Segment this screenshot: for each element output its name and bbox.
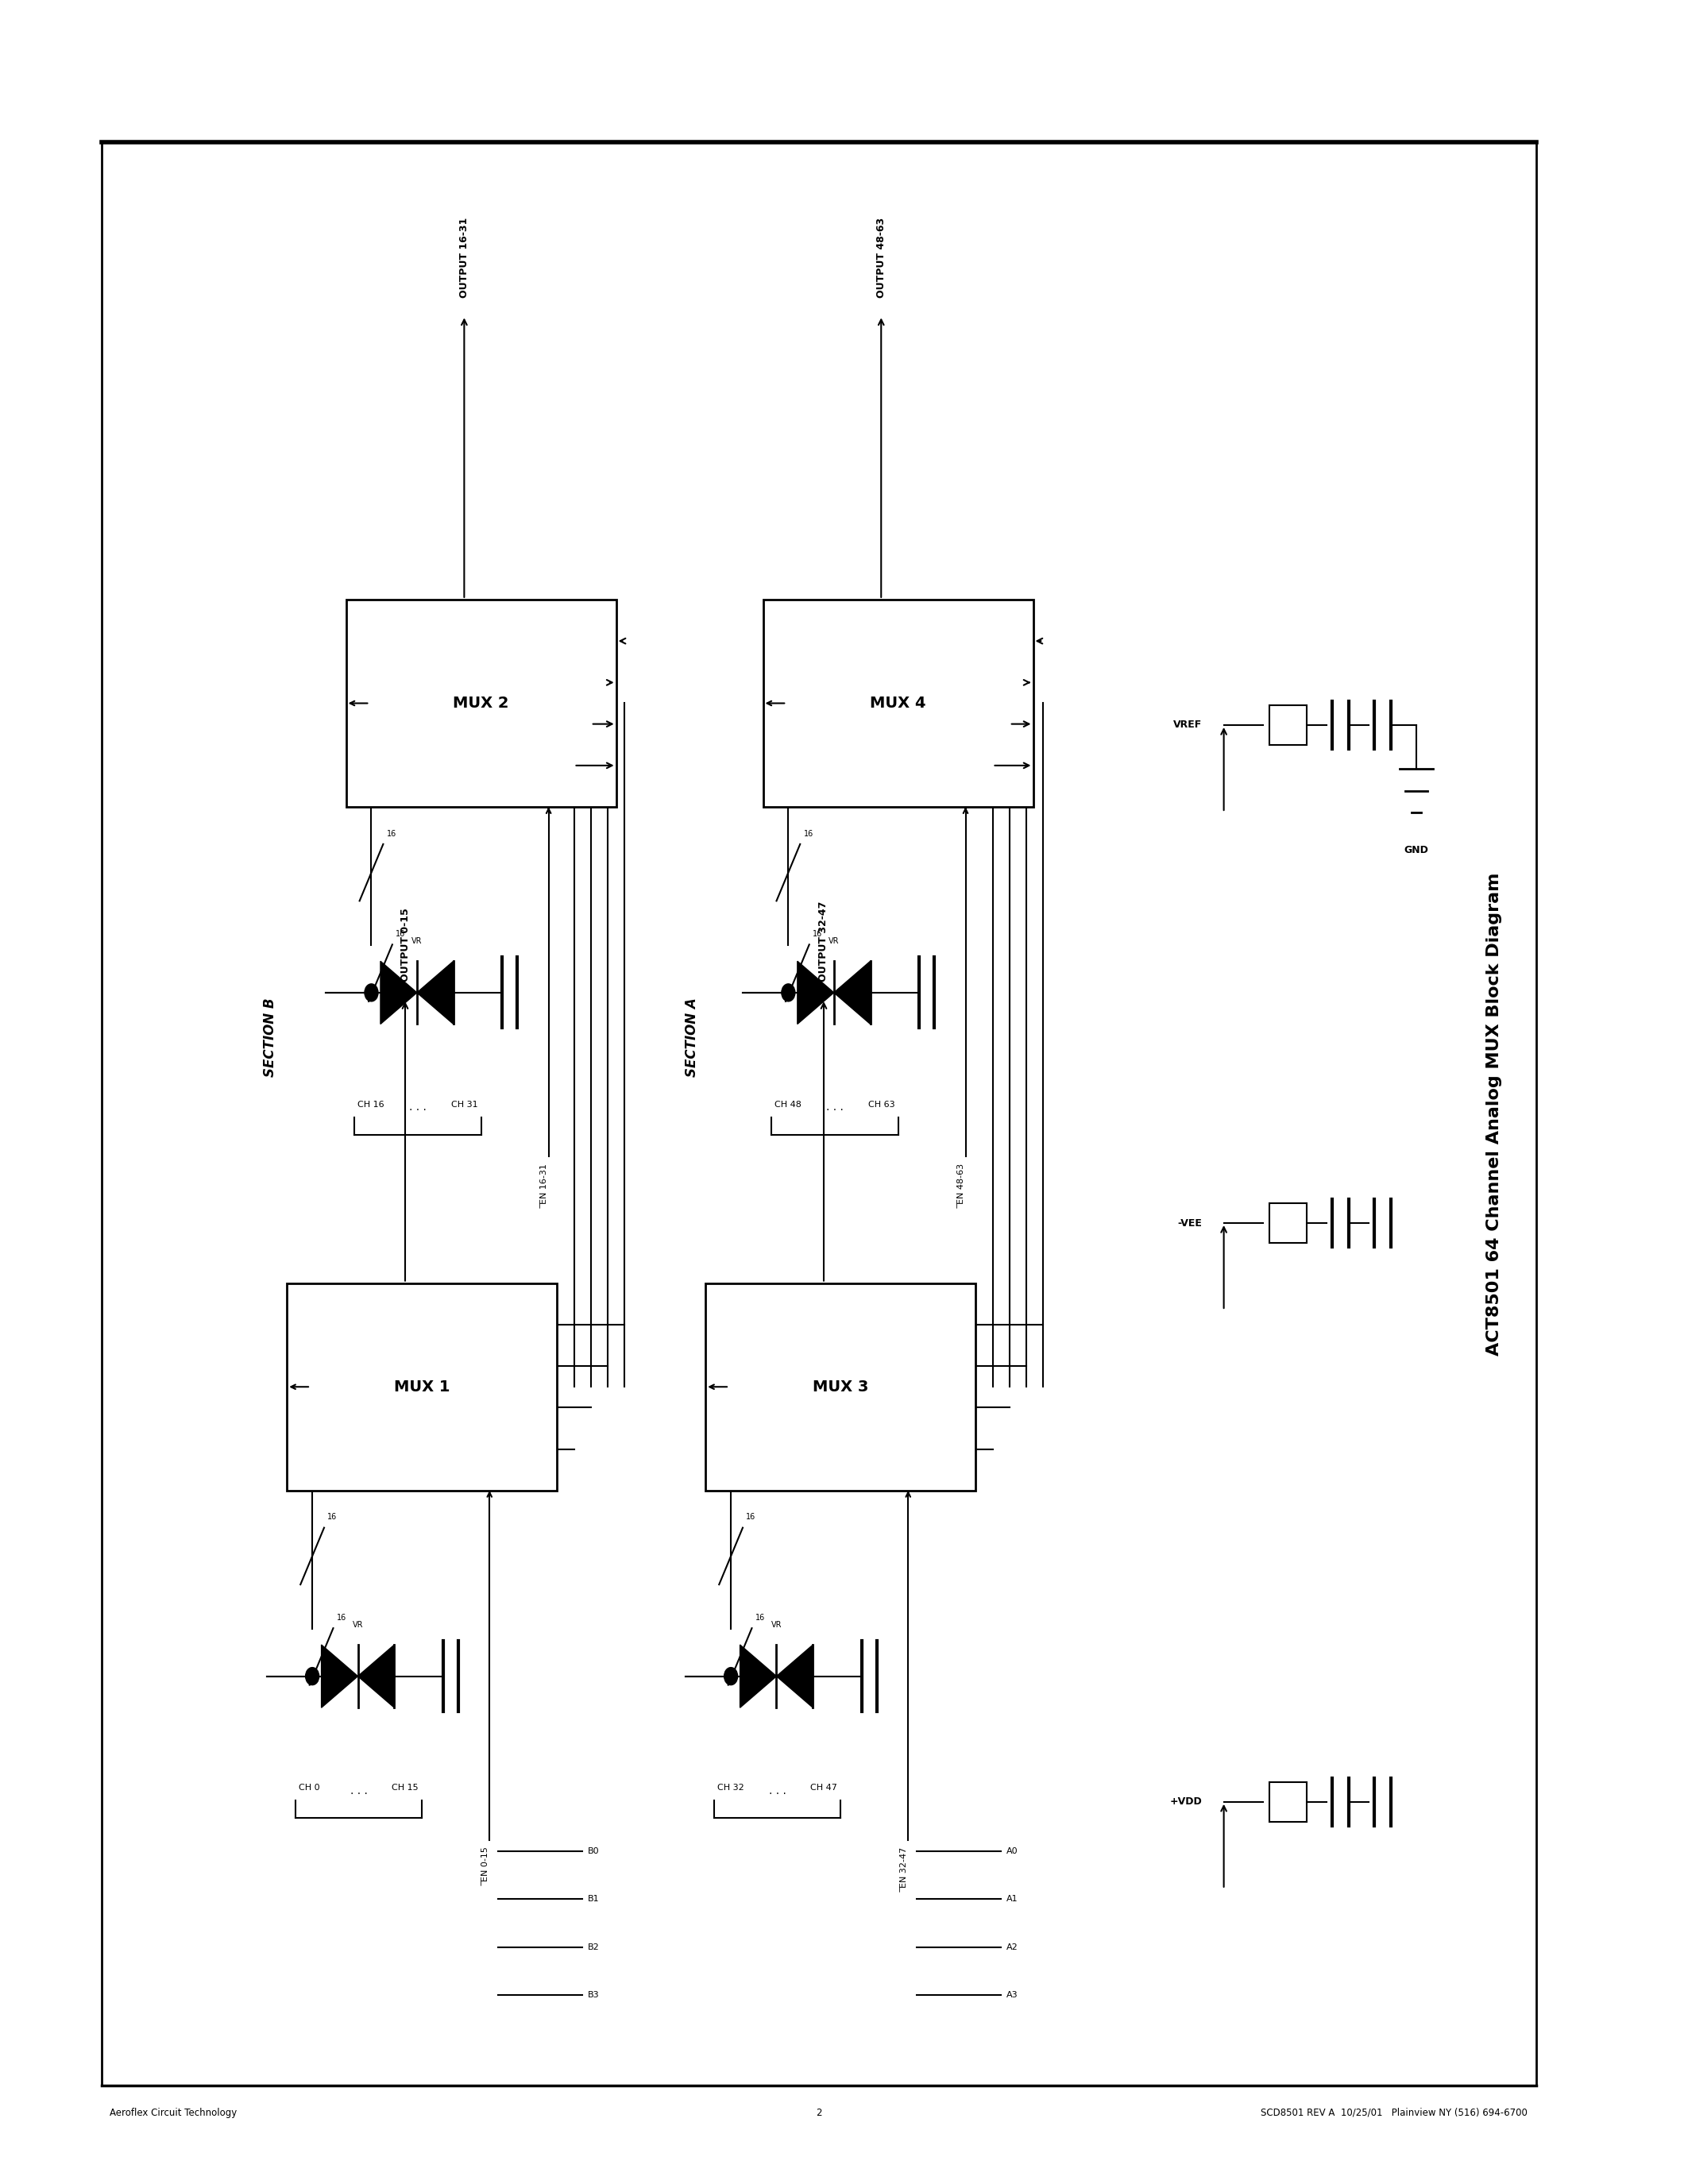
Polygon shape	[739, 1645, 776, 1708]
Bar	[346, 598, 616, 806]
Text: ̅EN 0-15: ̅EN 0-15	[486, 1852, 493, 1885]
Text: MUX 2: MUX 2	[452, 697, 510, 710]
Text: OUTPUT 16-31: OUTPUT 16-31	[459, 218, 469, 299]
Bar	[287, 1284, 557, 1489]
Circle shape	[365, 983, 378, 1000]
Text: GND: GND	[1404, 845, 1428, 856]
Text: A2: A2	[1006, 1944, 1018, 1950]
Polygon shape	[358, 1645, 395, 1708]
Bar	[1269, 1203, 1307, 1243]
Text: ̅EN 16-31: ̅EN 16-31	[545, 1166, 552, 1208]
Text: 16: 16	[336, 1614, 346, 1621]
Text: B0: B0	[587, 1848, 599, 1854]
Polygon shape	[417, 961, 454, 1024]
Text: CH 32: CH 32	[717, 1784, 744, 1791]
Text: CH 63: CH 63	[868, 1101, 895, 1107]
Text: 16: 16	[327, 1514, 338, 1520]
Text: 2: 2	[815, 2108, 822, 2118]
Text: SECTION A: SECTION A	[685, 998, 699, 1077]
Text: VREF: VREF	[1173, 721, 1202, 729]
Text: VR: VR	[829, 937, 839, 946]
Text: . . .: . . .	[768, 1784, 787, 1795]
Text: ̅EN 32-47: ̅EN 32-47	[905, 1852, 912, 1891]
Text: B3: B3	[587, 1992, 599, 1998]
Text: CH 15: CH 15	[392, 1784, 419, 1791]
Text: 16: 16	[803, 830, 814, 836]
Text: 16: 16	[395, 930, 405, 939]
Text: OUTPUT 0-15: OUTPUT 0-15	[400, 909, 410, 983]
Polygon shape	[380, 961, 417, 1024]
Bar	[101, 142, 1536, 2086]
Bar	[1269, 705, 1307, 745]
Circle shape	[782, 983, 795, 1000]
Text: 16: 16	[387, 830, 397, 836]
Bar	[706, 1284, 976, 1489]
Text: +VDD: +VDD	[1170, 1797, 1202, 1806]
Text: MUX 3: MUX 3	[812, 1380, 869, 1393]
Text: Aeroflex Circuit Technology: Aeroflex Circuit Technology	[110, 2108, 236, 2118]
Text: MUX 1: MUX 1	[393, 1380, 451, 1393]
Polygon shape	[797, 961, 834, 1024]
Text: A0: A0	[1006, 1848, 1018, 1854]
Circle shape	[306, 1669, 319, 1686]
Text: VR: VR	[353, 1621, 363, 1629]
Text: . . .: . . .	[349, 1784, 368, 1795]
Text: SCD8501 REV A  10/25/01   Plainview NY (516) 694-6700: SCD8501 REV A 10/25/01 Plainview NY (516…	[1261, 2108, 1528, 2118]
Text: MUX 4: MUX 4	[869, 697, 927, 710]
Text: CH 16: CH 16	[358, 1101, 385, 1107]
Text: A1: A1	[1006, 1896, 1018, 1902]
Text: . . .: . . .	[825, 1101, 844, 1112]
Text: 16: 16	[755, 1614, 765, 1621]
Text: CH 31: CH 31	[451, 1101, 478, 1107]
Text: OUTPUT 32-47: OUTPUT 32-47	[819, 902, 829, 983]
Text: B2: B2	[587, 1944, 599, 1950]
Bar	[763, 598, 1033, 806]
Polygon shape	[834, 961, 871, 1024]
Text: 16: 16	[746, 1514, 756, 1520]
Text: VR: VR	[412, 937, 422, 946]
Text: OUTPUT 48-63: OUTPUT 48-63	[876, 218, 886, 299]
Text: 16: 16	[812, 930, 822, 939]
Polygon shape	[321, 1645, 358, 1708]
Text: B1: B1	[587, 1896, 599, 1902]
Bar	[1269, 1782, 1307, 1821]
Text: VR: VR	[771, 1621, 782, 1629]
Text: -VEE: -VEE	[1177, 1219, 1202, 1227]
Text: CH 47: CH 47	[810, 1784, 837, 1791]
Circle shape	[724, 1669, 738, 1686]
Text: CH 48: CH 48	[775, 1101, 802, 1107]
Polygon shape	[776, 1645, 814, 1708]
Text: ACT8501 64 Channel Analog MUX Block Diagram: ACT8501 64 Channel Analog MUX Block Diag…	[1485, 871, 1502, 1356]
Text: CH 0: CH 0	[299, 1784, 321, 1791]
Text: A3: A3	[1006, 1992, 1018, 1998]
Text: . . .: . . .	[408, 1101, 427, 1112]
Text: ̅EN 48-63: ̅EN 48-63	[962, 1166, 969, 1208]
Text: SECTION B: SECTION B	[263, 998, 277, 1077]
